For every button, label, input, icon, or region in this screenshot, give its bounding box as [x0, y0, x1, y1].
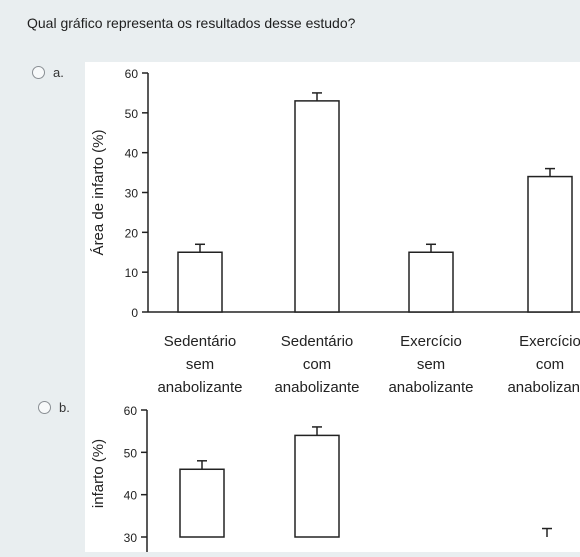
bar-chart-b: 30 40 50 60 infarto (%) — [90, 404, 552, 552]
x-category-label: anabolizante — [507, 379, 580, 396]
y-tick-label: 0 — [131, 306, 138, 320]
y-tick-label: 50 — [125, 107, 139, 121]
y-tick-label: 60 — [125, 67, 139, 81]
y-tick-label: 30 — [124, 531, 138, 545]
bar — [408, 251, 454, 313]
x-category-label: com — [303, 356, 331, 373]
y-axis-label: Área de infarto (%) — [90, 130, 107, 256]
bar — [177, 251, 223, 313]
option-a[interactable]: a. — [32, 65, 64, 80]
y-tick-label: 20 — [125, 226, 139, 240]
x-category-label: sem — [417, 356, 445, 373]
chart-option-a: 0 10 20 30 40 50 60 Área de infarto (%) Sedentár… — [85, 62, 580, 400]
chart-option-b: 30 40 50 60 infarto (%) — [85, 398, 580, 552]
option-a-label: a. — [53, 65, 64, 80]
y-tick-label: 30 — [125, 187, 139, 201]
y-tick-label: 40 — [125, 147, 139, 161]
x-category-label: sem — [186, 356, 214, 373]
x-category-label: Exercício — [519, 333, 580, 350]
option-b-label: b. — [59, 400, 70, 415]
bar — [527, 175, 573, 313]
bar — [294, 100, 340, 313]
x-category-label: anabolizante — [157, 379, 242, 396]
y-tick-label: 50 — [124, 446, 138, 460]
x-category-label: com — [536, 356, 564, 373]
x-category-label: anabolizante — [388, 379, 473, 396]
x-category-label: anabolizante — [274, 379, 359, 396]
y-tick-label: 10 — [125, 266, 139, 280]
bar — [179, 468, 225, 538]
option-b[interactable]: b. — [38, 400, 70, 415]
radio-button-b[interactable] — [38, 401, 51, 414]
y-tick-label: 40 — [124, 489, 138, 503]
bar — [294, 434, 340, 538]
bar-chart-a: 0 10 20 30 40 50 60 Área de infarto (%) Sedentár… — [90, 67, 580, 396]
radio-button-a[interactable] — [32, 66, 45, 79]
x-category-label: Sedentário — [164, 333, 237, 350]
question-text: Qual gráfico representa os resultados de… — [27, 15, 356, 31]
y-axis-label: infarto (%) — [90, 439, 107, 508]
x-category-label: Exercício — [400, 333, 462, 350]
y-tick-label: 60 — [124, 404, 138, 418]
x-category-label: Sedentário — [281, 333, 354, 350]
